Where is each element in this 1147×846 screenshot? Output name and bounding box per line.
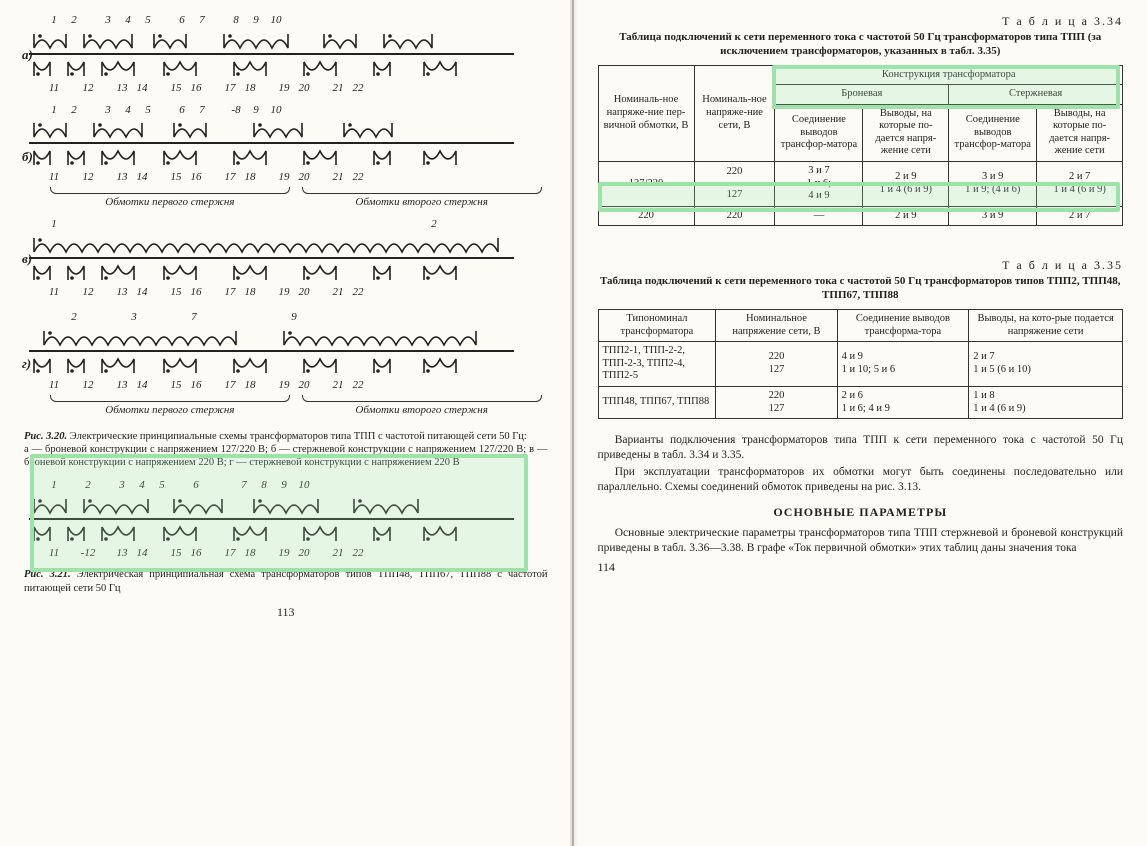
diagram-v-secondary-coil (24, 260, 524, 286)
diagram-g-braces: Обмотки первого стержня Обмотки второго … (44, 393, 548, 418)
brace-left-b: Обмотки первого стержня (44, 185, 296, 210)
diagram-a-top-labels: 12345678910 (44, 14, 548, 28)
section-heading: ОСНОВНЫЕ ПАРАМЕТРЫ (598, 505, 1124, 520)
diagram-321-top-labels: 12345678910 (44, 479, 548, 493)
table-334-caption: Таблица подключений к сети переменного т… (598, 31, 1124, 59)
caption-3-21-text: Электрическая принципиальная схема транс… (24, 569, 548, 593)
t334-sub2b: Выводы, на которые по-дается напря-жение… (1037, 104, 1123, 161)
paragraph-3: Основные электрические параметры трансфо… (598, 526, 1124, 556)
diagram-a-bottom-labels: 111213141516171819202122 (44, 82, 548, 96)
diagram-g-top-labels: 2379 (44, 311, 548, 325)
table-335-caption: Таблица подключений к сети переменного т… (598, 275, 1124, 303)
caption-3-20-num: Рис. 3.20. (24, 431, 67, 442)
diagram-g-secondary-coil (24, 353, 524, 379)
brace-left-g: Обмотки первого стержня (44, 393, 296, 418)
brace-right-b: Обмотки второго стержня (296, 185, 548, 210)
t334-bronevaya: Броневая (775, 85, 949, 105)
t334-col2: Номиналь-ное напряже-ние сети, В (694, 65, 775, 162)
t335-col4: Выводы, на кото-рые подается напряжение … (969, 309, 1123, 341)
t334-col1: Номиналь-ное напряже-ние пер-вичной обмо… (598, 65, 694, 162)
diagram-v-primary-coil (24, 232, 524, 260)
t335-col1: Типономинал трансформатора (598, 309, 716, 341)
table-334: Номиналь-ное напряже-ние пер-вичной обмо… (598, 65, 1124, 227)
t334-sub1b: Соединение выводов трансфор-матора (949, 104, 1037, 161)
diagram-b: б) 1234567-8910 111213141516171819202122 (24, 104, 548, 210)
table-row: 127/220 220 3 и 7 1 и 6; 4 и 9 2 и 9 1 и… (598, 162, 1123, 184)
diagram-v-top-labels: 12 (44, 218, 548, 232)
diagram-letter-a: а) (22, 47, 33, 63)
table-335: Типономинал трансформатора Номинальное н… (598, 309, 1124, 419)
diagram-g-bottom-labels: 111213141516171819202122 (44, 379, 548, 393)
book-spread: а) 12345678910 111213141516171819202122 (0, 0, 1147, 846)
caption-3-21-num: Рис. 3.21. (24, 569, 71, 580)
table-row: ТПП2-1, ТПП-2-2, ТПП-2-3, ТПП2-4, ТПП2-5… (598, 342, 1123, 387)
diagram-g: г) 2379 111213141516171819202122 (24, 307, 548, 421)
caption-3-20-sub: а — броневой конструкции с напряжением 1… (24, 444, 548, 468)
diagram-v-bottom-labels: 111213141516171819202122 (44, 286, 548, 300)
brace-right-g: Обмотки второго стержня (296, 393, 548, 418)
diagram-a-primary-coil (24, 28, 524, 56)
table-334-label: Т а б л и ц а 3.34 (598, 14, 1124, 29)
caption-3-21: Рис. 3.21. Электрическая принципиальная … (24, 568, 548, 594)
table-row: ТПП48, ТПП67, ТПП88 220 127 2 и 6 1 и 6;… (598, 386, 1123, 418)
t335-col2: Номинальное напряжение сети, В (716, 309, 837, 341)
t334-sub1a: Соединение выводов трансфор-матора (775, 104, 863, 161)
diagram-b-bottom-labels: 111213141516171819202122 (44, 171, 548, 185)
diagram-3-21: 12345678910 11-1213141516171819202122 (24, 479, 548, 561)
page-number-right: 114 (598, 560, 1124, 575)
diagram-b-secondary-coil (24, 145, 524, 171)
t334-sub2a: Выводы, на которые по-дается напря-жение… (863, 104, 949, 161)
diagram-321-bottom-labels: 11-1213141516171819202122 (44, 547, 548, 561)
caption-3-20-text: Электрические принципиальные схемы транс… (67, 431, 527, 442)
diagram-b-braces: Обмотки первого стержня Обмотки второго … (44, 185, 548, 210)
table-334-wrap: Номиналь-ное напряже-ние пер-вичной обмо… (598, 65, 1124, 227)
diagram-v: в) 12 1112131415161718192021 (24, 218, 548, 300)
diagram-a-secondary-coil (24, 56, 524, 82)
table-row: 220 220 — 2 и 9 3 и 9 2 и 7 (598, 206, 1123, 226)
page-114: Т а б л и ц а 3.34 Таблица подключений к… (574, 0, 1147, 846)
diagram-letter-v: в) (22, 250, 32, 266)
diagram-a: а) 12345678910 111213141516171819202122 (24, 14, 548, 96)
diagram-letter-b: б) (22, 149, 33, 165)
diagram-letter-g: г) (22, 356, 31, 372)
diagram-b-primary-coil (24, 117, 524, 145)
caption-3-20: Рис. 3.20. Электрические принципиальные … (24, 430, 548, 469)
t335-col3: Соединение выводов трансформа-тора (837, 309, 969, 341)
page-113: а) 12345678910 111213141516171819202122 (0, 0, 574, 846)
table-335-label: Т а б л и ц а 3.35 (598, 258, 1124, 273)
diagram-g-primary-coil (24, 325, 524, 353)
diagram-b-top-labels: 1234567-8910 (44, 104, 548, 118)
t334-group: Конструкция трансформатора (775, 65, 1123, 85)
diagram-321-primary-coil (24, 493, 524, 521)
paragraph-1: Варианты подключения трансформаторов тип… (598, 433, 1124, 463)
page-number-left: 113 (24, 605, 548, 620)
diagram-321-secondary-coil (24, 521, 524, 547)
t334-sterzhnevaya: Стержневая (949, 85, 1123, 105)
paragraph-2: При эксплуатации трансформаторов их обмо… (598, 465, 1124, 495)
